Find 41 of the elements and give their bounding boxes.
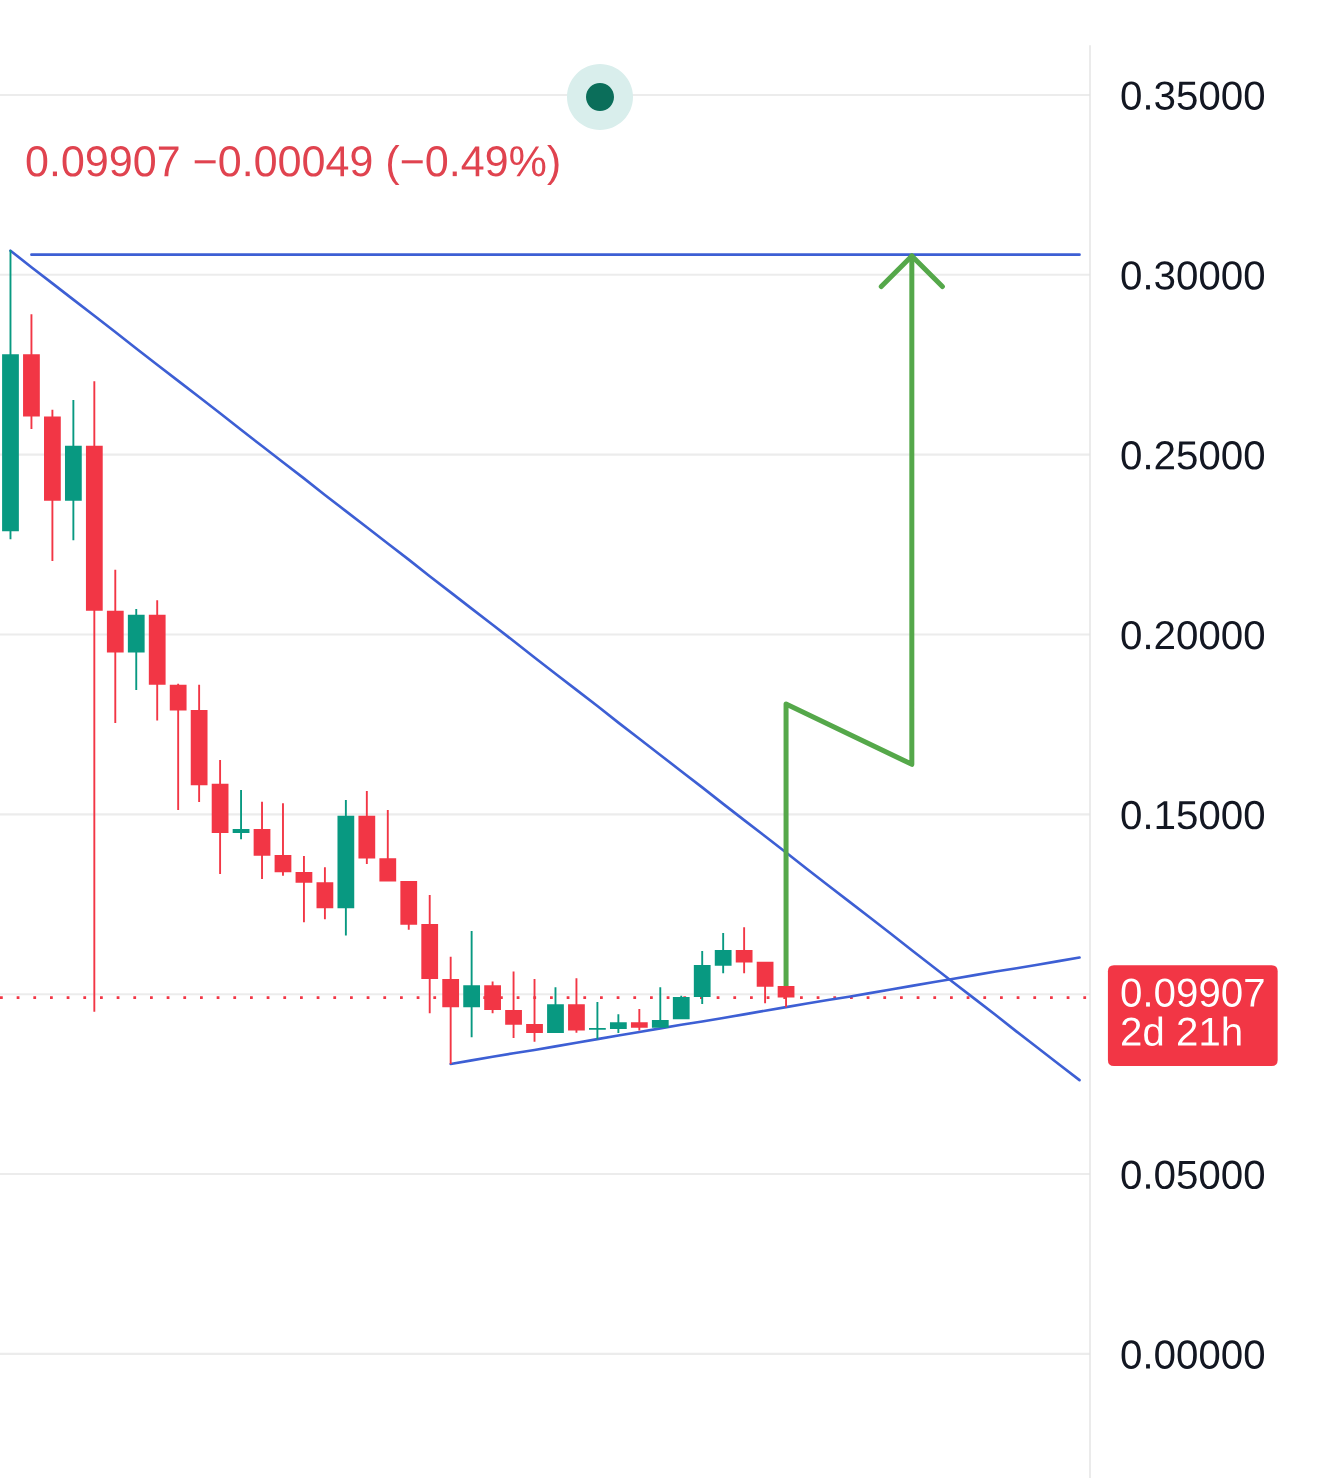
- line-series: [9, 249, 1081, 1082]
- candlestick: [547, 987, 564, 1034]
- y-tick-label: 0.25000: [1121, 441, 1265, 470]
- candlestick: [190, 684, 208, 803]
- candlestick: [295, 856, 313, 923]
- y-tick-label: 0.20000: [1121, 620, 1265, 650]
- candlestick: [337, 799, 355, 936]
- candlestick: [44, 409, 61, 562]
- candlestick: [232, 789, 250, 840]
- candlestick: [379, 810, 397, 882]
- candlestick: [400, 880, 418, 930]
- y-tick-label: 0.30000: [1121, 261, 1265, 290]
- candlestick: [714, 933, 732, 974]
- candlestick: [274, 803, 292, 876]
- y-tick-label: 0.15000: [1121, 800, 1265, 830]
- text: 0.09907 −0.00049 (−0.49%): [26, 144, 559, 186]
- candlestick: [169, 683, 187, 811]
- candlestick: [568, 978, 585, 1033]
- ref-line-label: 0.09907 2d 21h: [1121, 978, 1264, 1046]
- y-tick-label: 0.00000: [1121, 1340, 1265, 1369]
- candlestick: [735, 927, 753, 974]
- candlestick: [672, 995, 690, 1020]
- candlestick: [148, 600, 166, 721]
- candlestick: [651, 987, 669, 1028]
- candlestick: [127, 608, 145, 690]
- candlestick: [23, 314, 40, 430]
- candlestick: [442, 956, 460, 1064]
- candlestick: [505, 971, 522, 1039]
- candlestick: [64, 399, 82, 541]
- candlestick: [693, 951, 711, 1004]
- candlestick: [609, 1014, 627, 1034]
- candlestick: [85, 381, 103, 1012]
- candlestick: [630, 1008, 648, 1031]
- candlestick: [421, 894, 439, 1014]
- candlestick: [106, 569, 124, 723]
- y-tick-label: 0.05000: [1121, 1160, 1265, 1190]
- candlestick: [463, 930, 481, 1038]
- candlestick: [358, 790, 376, 864]
- candlestick: [253, 801, 271, 880]
- candlestick: [589, 1002, 606, 1040]
- y-tick-label: 0.35000: [1121, 81, 1265, 110]
